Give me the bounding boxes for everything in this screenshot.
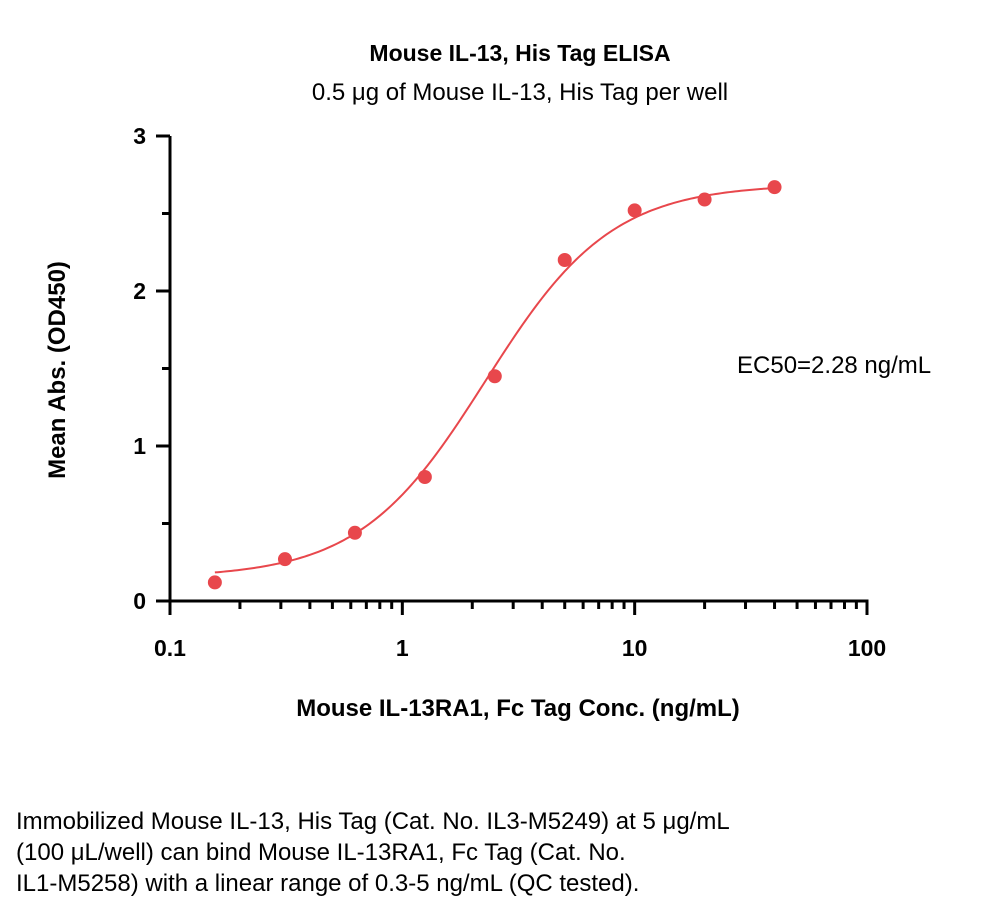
axes: 0 1 2 3 0.1 1 10 100	[133, 123, 886, 661]
x-tick-label: 10	[622, 635, 648, 661]
data-point	[347, 525, 362, 540]
x-tick-label: 0.1	[154, 635, 186, 661]
data-point	[417, 470, 432, 484]
fit-curve-layer	[214, 187, 775, 574]
data-points-layer	[207, 180, 782, 590]
data-point	[627, 203, 642, 218]
chart-subtitle: 0.5 μg of Mouse IL-13, His Tag per well	[312, 79, 728, 106]
data-point	[697, 192, 712, 207]
data-point	[557, 253, 572, 267]
ec50-annotation: EC50=2.28 ng/mL	[737, 352, 931, 379]
x-axis-label: Mouse IL-13RA1, Fc Tag Conc. (ng/mL)	[296, 695, 740, 722]
caption-line: (100 μL/well) can bind Mouse IL-13RA1, F…	[16, 839, 626, 866]
fit-curve	[214, 187, 775, 574]
figure-caption: Immobilized Mouse IL-13, His Tag (Cat. N…	[16, 806, 976, 899]
y-tick-label: 3	[133, 123, 146, 149]
chart-title: Mouse IL-13, His Tag ELISA	[369, 40, 670, 66]
y-tick-label: 1	[133, 433, 146, 459]
x-tick-label: 100	[848, 635, 886, 661]
data-point	[487, 369, 502, 384]
y-tick-label: 0	[133, 588, 146, 614]
caption-line: Immobilized Mouse IL-13, His Tag (Cat. N…	[16, 808, 730, 835]
caption-line: IL1-M5258) with a linear range of 0.3-5 …	[16, 870, 640, 897]
data-point	[207, 575, 222, 590]
y-axis-label: Mean Abs. (OD450)	[44, 261, 71, 479]
data-point	[277, 552, 292, 567]
x-tick-label: 1	[396, 635, 409, 661]
y-tick-label: 2	[133, 278, 146, 304]
data-point	[767, 180, 782, 195]
elisa-chart: Mouse IL-13, His Tag ELISA 0.5 μg of Mou…	[44, 40, 931, 722]
